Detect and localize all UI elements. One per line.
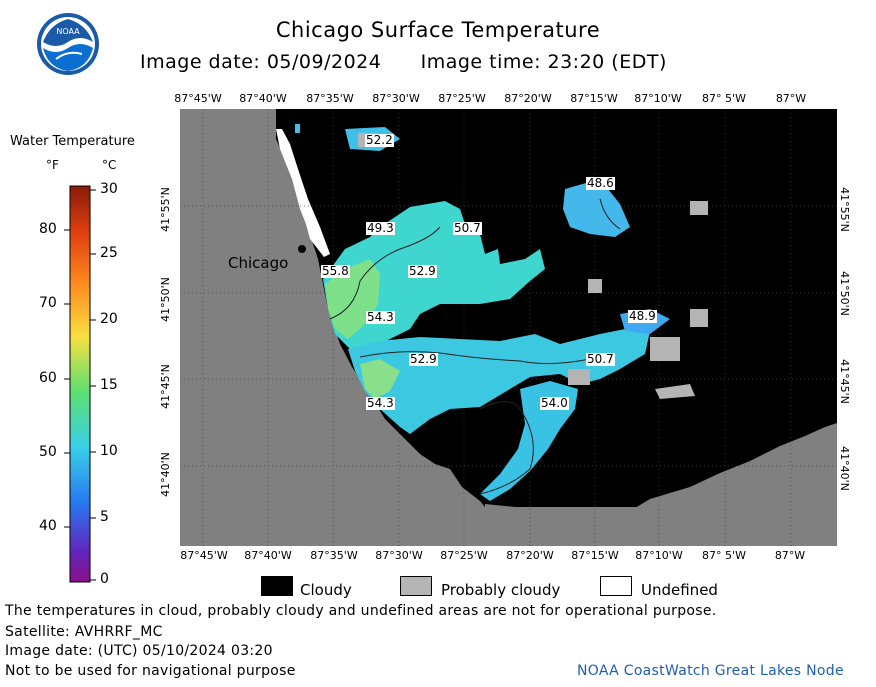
lon-label: 87°20'W xyxy=(504,92,552,105)
lon-label: 87°35'W xyxy=(306,92,354,105)
lon-label: 87°W xyxy=(774,549,806,562)
c-tick: 0 xyxy=(100,571,109,587)
lon-label: 87° 5'W xyxy=(702,92,746,105)
noaa-logo-text: NOAA xyxy=(56,27,80,36)
lon-label: 87°40'W xyxy=(239,92,287,105)
noaa-logo: NOAA xyxy=(37,13,99,75)
unit-fahrenheit: °F xyxy=(46,158,59,172)
contour-label: 48.9 xyxy=(628,309,657,323)
footer-satellite: Satellite: AVHRRF_MC xyxy=(5,624,163,640)
lon-label: 87°40'W xyxy=(244,549,292,562)
lat-label: 41°55'N xyxy=(158,187,172,232)
c-tick: 20 xyxy=(100,311,118,327)
footer-credit: NOAA CoastWatch Great Lakes Node xyxy=(577,663,844,679)
lat-label: 41°55'N xyxy=(837,187,851,232)
land-west xyxy=(180,109,837,546)
lon-label: 87°30'W xyxy=(372,92,420,105)
contour-label: 48.6 xyxy=(586,176,615,190)
lon-label: 87°W xyxy=(775,92,807,105)
lon-label: 87°45'W xyxy=(180,549,228,562)
contour-label: 50.7 xyxy=(586,352,615,366)
f-tick: 70 xyxy=(39,295,57,311)
lat-label: 41°45'N xyxy=(837,359,851,404)
f-tick: 80 xyxy=(39,221,57,237)
key-swatch-probably-cloudy xyxy=(400,576,432,596)
footer-note: The temperatures in cloud, probably clou… xyxy=(5,603,717,619)
lon-label: 87°45'W xyxy=(174,92,222,105)
contour-label: 50.7 xyxy=(453,221,482,235)
lon-label: 87°25'W xyxy=(438,92,486,105)
unit-celsius: °C xyxy=(102,158,117,172)
contour-label: 54.0 xyxy=(540,396,569,410)
lon-label: 87°15'W xyxy=(571,549,619,562)
map-subtitle: Image date: 05/09/2024 Image time: 23:20… xyxy=(140,51,667,73)
lon-label: 87°30'W xyxy=(375,549,423,562)
c-tick: 10 xyxy=(100,443,118,459)
f-tick: 60 xyxy=(39,370,57,386)
legend-title: Water Temperature xyxy=(10,134,135,149)
key-swatch-cloudy xyxy=(261,576,293,596)
city-label-chicago: Chicago xyxy=(228,254,289,272)
lon-label: 87°10'W xyxy=(634,92,682,105)
undefined-strip xyxy=(276,129,330,257)
key-label-undefined: Undefined xyxy=(641,581,718,599)
chicago-marker xyxy=(298,245,306,253)
key-label-cloudy: Cloudy xyxy=(300,581,352,599)
contour-label: 52.9 xyxy=(408,264,437,278)
contour-label: 54.3 xyxy=(366,396,395,410)
c-tick: 25 xyxy=(100,245,118,261)
c-tick: 15 xyxy=(100,377,118,393)
lat-label: 41°40'N xyxy=(837,446,851,491)
lon-label: 87°20'W xyxy=(506,549,554,562)
c-tick: 30 xyxy=(100,181,118,197)
contour-label: 54.3 xyxy=(366,310,395,324)
lat-label: 41°50'N xyxy=(837,271,851,316)
temperature-map xyxy=(180,109,837,546)
lon-label: 87° 5'W xyxy=(702,549,746,562)
lat-label: 41°50'N xyxy=(158,277,172,322)
lat-label: 41°45'N xyxy=(158,364,172,409)
image-time: Image time: 23:20 (EDT) xyxy=(420,51,667,73)
image-date: Image date: 05/09/2024 xyxy=(140,51,382,73)
key-swatch-undefined xyxy=(600,576,632,596)
contour-label: 55.8 xyxy=(321,264,350,278)
map-title: Chicago Surface Temperature xyxy=(275,18,601,42)
land-southeast xyxy=(485,423,837,546)
lon-label: 87°35'W xyxy=(310,549,358,562)
f-tick: 50 xyxy=(39,444,57,460)
footer-nav-warning: Not to be used for navigational purpose xyxy=(5,663,296,679)
contour-label: 49.3 xyxy=(366,221,395,235)
contour-label: 52.9 xyxy=(409,352,438,366)
footer-utc-date: Image date: (UTC) 05/10/2024 03:20 xyxy=(5,643,273,659)
lat-label: 41°40'N xyxy=(158,452,172,497)
c-tick: 5 xyxy=(100,509,109,525)
color-scale-bar xyxy=(64,185,96,583)
contour-lines xyxy=(329,198,621,495)
probably-cloudy-areas xyxy=(358,133,708,399)
key-label-probably-cloudy: Probably cloudy xyxy=(441,581,561,599)
contour-label: 52.2 xyxy=(365,133,394,147)
lon-label: 87°10'W xyxy=(635,549,683,562)
f-tick: 40 xyxy=(39,518,57,534)
lon-label: 87°25'W xyxy=(440,549,488,562)
lon-label: 87°15'W xyxy=(570,92,618,105)
